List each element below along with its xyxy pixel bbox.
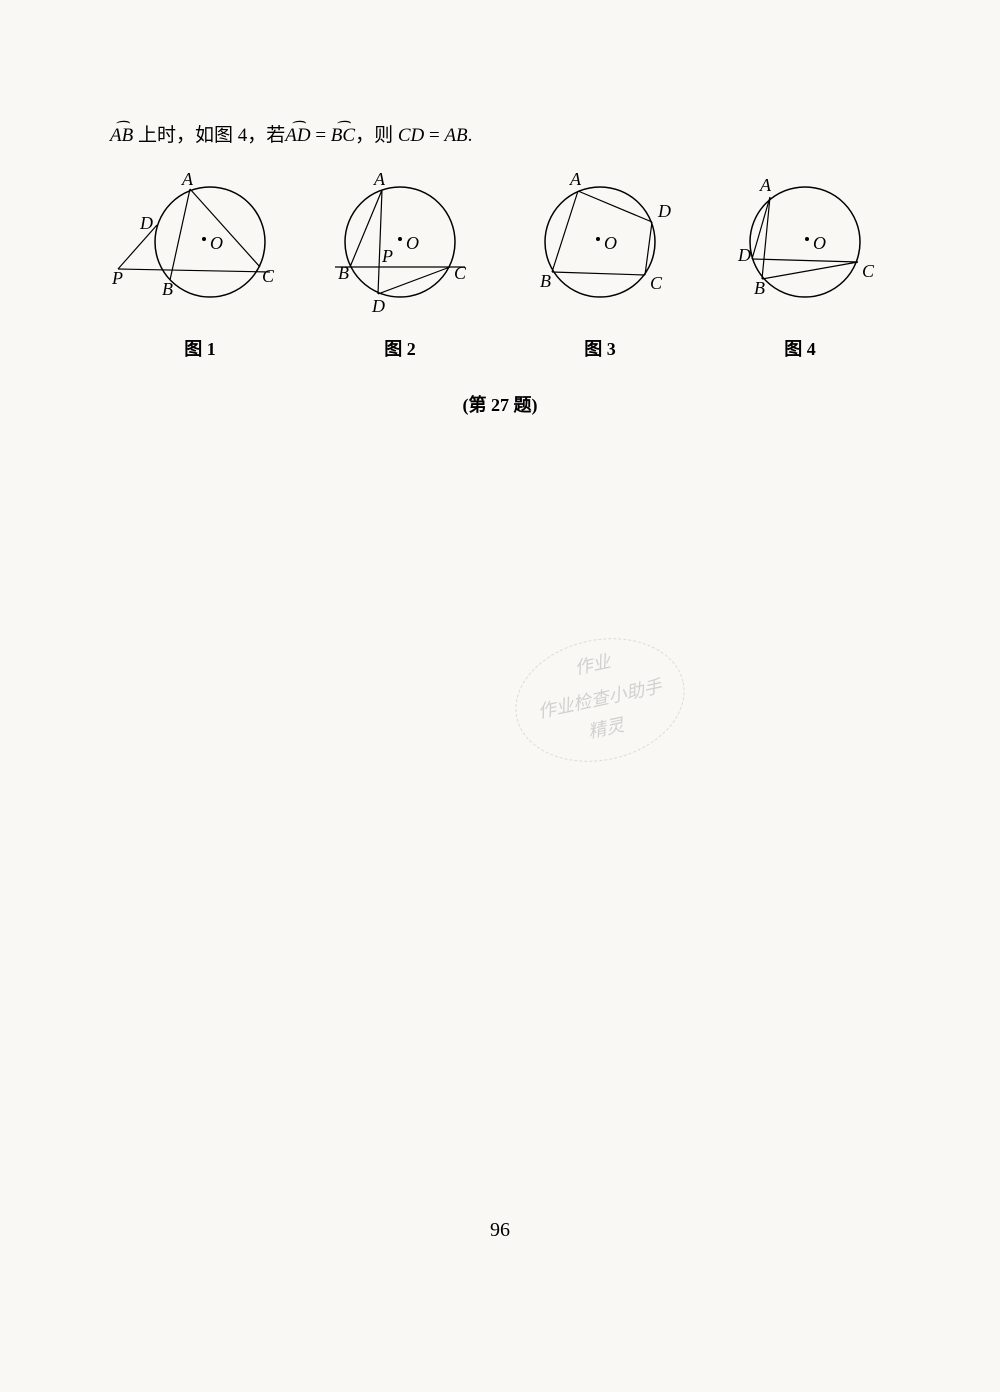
svg-text:D: D xyxy=(371,296,385,316)
figure-4: O A B C D 图 4 xyxy=(710,167,890,361)
svg-text:C: C xyxy=(650,273,663,293)
svg-text:O: O xyxy=(813,233,826,253)
var-CD: CD xyxy=(398,125,424,146)
svg-text:D: D xyxy=(657,201,671,221)
figure-4-label: 图 4 xyxy=(784,335,816,361)
svg-text:C: C xyxy=(862,261,875,281)
svg-text:C: C xyxy=(262,266,275,286)
text-part-1: 上时，如图 4，若 xyxy=(133,125,285,146)
problem-text: AB 上时，如图 4，若AD = BC，则 CD = AB. xyxy=(100,120,900,147)
text-part-2: ，则 xyxy=(355,125,398,146)
arc-BC: BC xyxy=(331,125,355,147)
figure-3: O A B C D 图 3 xyxy=(510,167,690,361)
arc-AB: AB xyxy=(110,125,133,147)
svg-text:精灵: 精灵 xyxy=(586,715,626,742)
page-number: 96 xyxy=(490,1219,510,1242)
svg-text:作业: 作业 xyxy=(573,651,614,678)
svg-text:P: P xyxy=(111,268,123,288)
watermark-svg: 作业 作业检查小助手 精灵 xyxy=(500,610,700,790)
svg-text:C: C xyxy=(454,263,467,283)
svg-text:P: P xyxy=(381,246,393,266)
svg-text:O: O xyxy=(604,233,617,253)
figures-row: O A B C D P 图 1 O A B C D P 图 2 O A B C D 图 3 O A B C D 图 … xyxy=(100,167,900,361)
svg-text:D: D xyxy=(737,245,751,265)
svg-text:B: B xyxy=(754,278,765,298)
page-content: AB 上时，如图 4，若AD = BC，则 CD = AB. OABCDP 图 … xyxy=(0,0,1000,457)
svg-text:作业检查小助手: 作业检查小助手 xyxy=(536,676,664,722)
arc-AD: AD xyxy=(285,125,310,147)
var-AB: AB xyxy=(444,125,467,146)
figure-1: O A B C D P 图 1 xyxy=(110,167,290,361)
figure-2: O A B C D P 图 2 xyxy=(310,167,490,361)
svg-text:B: B xyxy=(540,271,551,291)
figure-1-label: 图 1 xyxy=(184,335,216,361)
svg-text:O: O xyxy=(406,233,419,253)
question-caption: (第 27 题) xyxy=(100,391,900,417)
svg-text:B: B xyxy=(162,279,173,299)
eq2: = xyxy=(424,125,444,146)
text-end: . xyxy=(468,125,473,146)
figure-2-label: 图 2 xyxy=(384,335,416,361)
watermark-stamp: 作业 作业检查小助手 精灵 xyxy=(500,610,700,790)
figure-4-svg: O A B C D xyxy=(710,167,890,327)
figure-3-label: 图 3 xyxy=(584,335,616,361)
eq1: = xyxy=(311,125,331,146)
svg-text:O: O xyxy=(210,233,223,253)
svg-text:A: A xyxy=(759,175,772,195)
svg-text:A: A xyxy=(181,169,194,189)
figure-2-svg: O A B C D P xyxy=(310,167,490,327)
svg-text:A: A xyxy=(373,169,386,189)
figure-3-svg: O A B C D xyxy=(510,167,690,327)
svg-text:D: D xyxy=(139,213,153,233)
svg-text:A: A xyxy=(569,169,582,189)
figure-1-svg: O A B C D P xyxy=(110,167,290,327)
svg-text:B: B xyxy=(338,263,349,283)
